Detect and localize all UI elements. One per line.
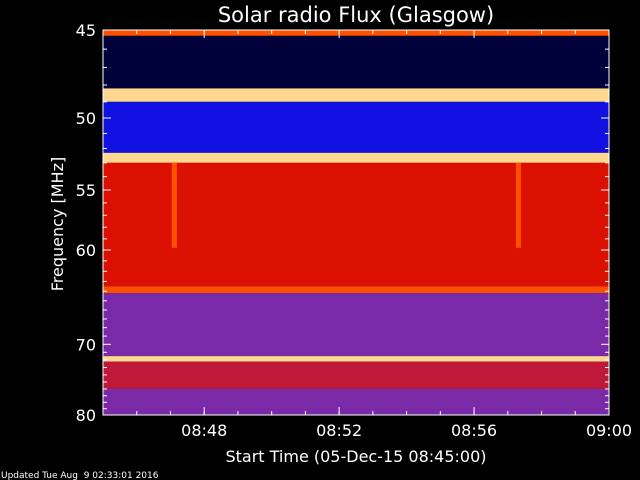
- frequency-band: [103, 152, 609, 163]
- frequency-band: [103, 286, 609, 294]
- y-tick-label: 80: [76, 406, 96, 425]
- frequency-band: [103, 30, 609, 36]
- y-tick-label: 50: [76, 109, 96, 128]
- burst-mark: [515, 162, 521, 248]
- x-tick-label: 08:48: [181, 421, 227, 440]
- y-tick-label: 70: [76, 335, 96, 354]
- frequency-band: [103, 35, 609, 89]
- chart-title: Solar radio Flux (Glasgow): [218, 3, 494, 27]
- frequency-band: [103, 356, 609, 362]
- x-tick-label: 09:00: [586, 421, 632, 440]
- frequency-band: [103, 388, 609, 415]
- x-axis-title: Start Time (05-Dec-15 08:45:00): [225, 447, 486, 466]
- x-tick-label: 08:52: [316, 421, 362, 440]
- frequency-band: [103, 101, 609, 153]
- frequency-band: [103, 162, 609, 287]
- y-tick-label: 45: [76, 21, 96, 40]
- burst-mark: [171, 162, 177, 248]
- y-tick-label: 55: [76, 181, 96, 200]
- plot-area: [103, 30, 609, 415]
- axes: 45 50 55 60 70 80 08:48 08:52 08:56 09:00: [76, 21, 632, 440]
- plot-frame: [102, 29, 610, 416]
- y-axis-title: Frequency [MHz]: [48, 157, 67, 291]
- frequency-band: [103, 293, 609, 357]
- frequency-band: [103, 361, 609, 389]
- y-tick-label: 60: [76, 241, 96, 260]
- updated-timestamp: Updated Tue Aug 9 02:33:01 2016: [1, 471, 159, 480]
- frequency-band: [103, 88, 609, 102]
- x-tick-label: 08:56: [451, 421, 497, 440]
